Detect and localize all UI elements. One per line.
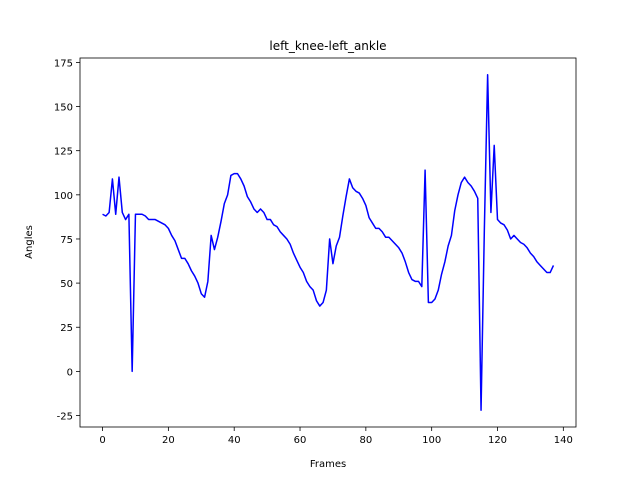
- x-tick-label: 20: [162, 435, 175, 446]
- x-tick-label: 80: [359, 435, 372, 446]
- x-tick-label: 40: [228, 435, 241, 446]
- y-tick-label: 25: [60, 323, 73, 334]
- plot-frame: [79, 57, 577, 428]
- x-tick-label: 60: [294, 435, 307, 446]
- y-tick-label: 50: [60, 279, 73, 290]
- y-tick-label: -25: [57, 412, 73, 423]
- y-tick-label: 150: [54, 103, 73, 114]
- chart-title: left_knee-left_ankle: [269, 39, 386, 53]
- x-tick-label: 100: [422, 435, 441, 446]
- x-tick-label: 0: [99, 435, 105, 446]
- y-axis-label: Angles: [24, 225, 35, 259]
- x-tick-label: 120: [488, 435, 507, 446]
- y-tick-label: 125: [54, 147, 73, 158]
- y-tick-label: 100: [54, 191, 73, 202]
- data-line: [102, 74, 555, 411]
- x-axis-label: Frames: [310, 459, 346, 470]
- y-tick-label: 175: [54, 58, 73, 69]
- x-tick-label: 140: [554, 435, 573, 446]
- y-tick-label: 0: [67, 367, 73, 378]
- y-tick-label: 75: [60, 235, 73, 246]
